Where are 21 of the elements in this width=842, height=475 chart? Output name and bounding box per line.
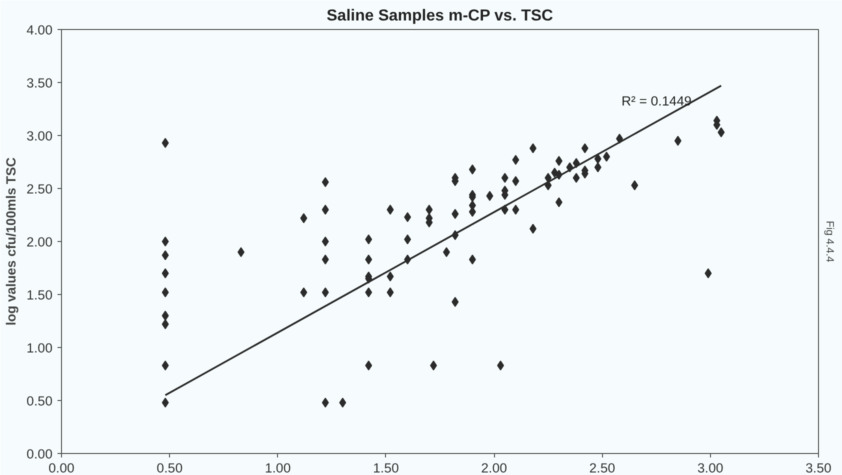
x-tick-label: 2.00 bbox=[481, 460, 508, 475]
y-tick-label: 3.00 bbox=[26, 128, 53, 144]
y-tick-label: 0.50 bbox=[26, 394, 53, 408]
chart-title: Saline Samples m-CP vs. TSC bbox=[326, 8, 554, 24]
y-axis-title: log values cfu/100mls TSC bbox=[4, 157, 19, 326]
y-tick-label: 2.50 bbox=[26, 182, 53, 196]
y-tick-label: 0.00 bbox=[26, 446, 53, 462]
x-tick-label: 0.00 bbox=[48, 460, 74, 475]
x-tick-label: 0.50 bbox=[156, 460, 183, 475]
x-tick-label: 1.50 bbox=[372, 460, 399, 475]
annotation: R² = 0.1449 bbox=[622, 94, 692, 108]
y-tick-label: 1.50 bbox=[26, 288, 53, 302]
x-tick-label: 3.50 bbox=[806, 460, 832, 475]
x-tick-label: 3.00 bbox=[697, 460, 724, 475]
y-tick-label: 1.00 bbox=[26, 340, 53, 356]
caption: Fig 4.4.4 bbox=[824, 220, 836, 262]
y-tick-label: 4.00 bbox=[26, 22, 53, 38]
x-tick-label: 2.50 bbox=[589, 460, 616, 475]
y-tick-label: 3.50 bbox=[26, 76, 53, 90]
x-tick-label: 1.00 bbox=[264, 460, 291, 475]
y-tick-label: 2.00 bbox=[26, 234, 53, 250]
